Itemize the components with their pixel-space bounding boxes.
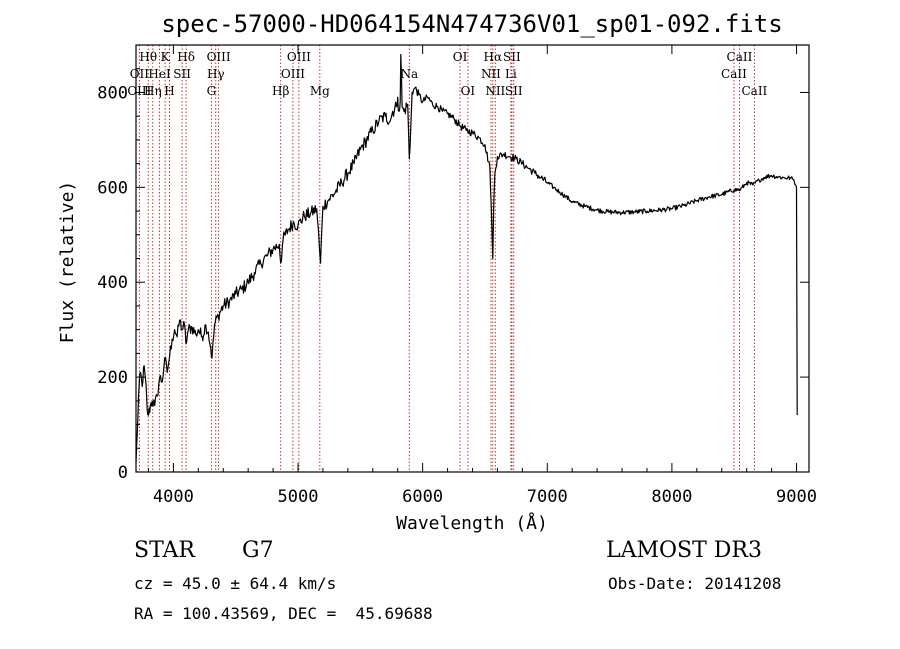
line-marker-label: NII (481, 67, 501, 81)
line-marker-label: Hγ (207, 67, 225, 81)
line-marker-label: Na (400, 67, 418, 81)
ra-dec-coordinates: RA = 100.43569, DEC = 45.69688 (134, 604, 433, 623)
line-marker-label: HeI (148, 67, 171, 81)
observation-date: Obs-Date: 20141208 (608, 574, 782, 593)
line-marker-label: Li (505, 67, 517, 81)
y-axis-label: Flux (relative) (57, 181, 78, 344)
spectral-subclass: G7 (242, 538, 274, 563)
line-marker-label: H (164, 84, 174, 98)
y-tick-label: 600 (97, 178, 128, 198)
line-marker-label: OIII (287, 50, 311, 64)
flux-series-line (135, 53, 798, 463)
x-tick-label: 5000 (278, 487, 319, 507)
line-marker-label: K (161, 50, 171, 64)
x-tick-label: 9000 (776, 487, 817, 507)
line-marker-label: Mg (310, 84, 330, 98)
line-marker-labels: Hθ OII OIII K HeI Hη Hδ SII H OIII Hγ G OIII OIII Hβ Mg… (127, 50, 767, 98)
y-tick-label: 800 (97, 83, 128, 103)
x-tick-label: 4000 (153, 487, 194, 507)
line-markers (138, 45, 755, 472)
line-marker-label: NII (485, 84, 505, 98)
line-marker-label: G (207, 84, 217, 98)
line-marker-label: OI (453, 50, 468, 64)
line-marker-label: SII (503, 50, 521, 64)
survey-name: LAMOST DR3 (606, 538, 762, 563)
line-marker-label: OIII (207, 50, 231, 64)
x-tick-label: 7000 (527, 487, 568, 507)
x-tick-label: 8000 (651, 487, 692, 507)
y-tick-label: 200 (97, 368, 128, 388)
y-tick-label: 400 (97, 273, 128, 293)
chart-title: spec-57000-HD064154N474736V01_sp01-092.f… (161, 10, 782, 38)
x-axis-label: Wavelength (Å) (396, 512, 548, 534)
line-marker-label: CaII (721, 67, 747, 81)
line-marker-label: OIII (127, 84, 151, 98)
y-tick-label: 0 (118, 463, 128, 483)
y-axis: 0 200 400 600 800 (97, 68, 809, 483)
line-marker-label: CaII (741, 84, 767, 98)
line-marker-label: Hθ (139, 50, 157, 64)
object-class: STAR (134, 538, 195, 563)
line-marker-label: Hδ (177, 50, 195, 64)
x-tick-label: 6000 (402, 487, 443, 507)
line-marker-label: SII (505, 84, 523, 98)
line-marker-label: OIII (281, 67, 305, 81)
line-marker-label: Hη (144, 84, 162, 98)
line-marker-label: Hβ (272, 84, 289, 98)
line-marker-label: CaII (727, 50, 753, 64)
plot-frame (135, 44, 810, 473)
line-marker-label: Hα (484, 50, 503, 64)
x-axis: 4000 5000 6000 7000 8000 9000 (147, 45, 817, 507)
redshift-velocity: cz = 45.0 ± 64.4 km/s (134, 574, 337, 593)
line-marker-label: SII (173, 67, 191, 81)
line-marker-label: OI (461, 84, 476, 98)
line-marker-label: OII (130, 67, 150, 81)
